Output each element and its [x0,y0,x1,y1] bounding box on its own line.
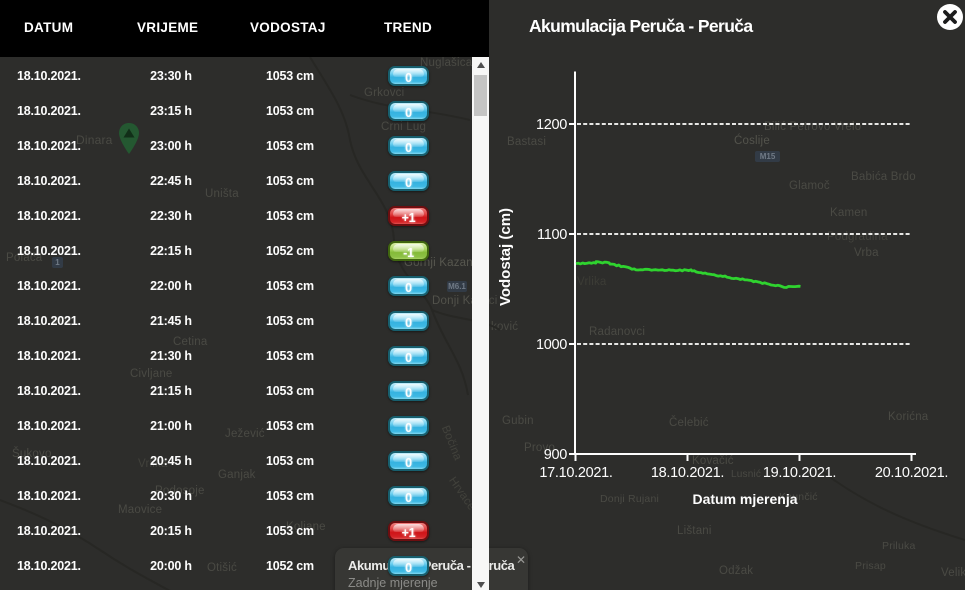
svg-text:1100: 1100 [537,227,567,243]
svg-text:17.10.2021.: 17.10.2021. [539,465,612,481]
svg-text:20.10.2021.: 20.10.2021. [875,465,948,481]
svg-text:Datum mjerenja: Datum mjerenja [692,491,797,507]
svg-text:1000: 1000 [536,337,567,353]
svg-text:18.10.2021.: 18.10.2021. [651,465,724,481]
svg-text:Vodostaj (cm): Vodostaj (cm) [497,208,514,306]
svg-text:19.10.2021.: 19.10.2021. [763,465,836,481]
svg-text:1200: 1200 [536,117,567,133]
svg-text:900: 900 [544,447,568,463]
